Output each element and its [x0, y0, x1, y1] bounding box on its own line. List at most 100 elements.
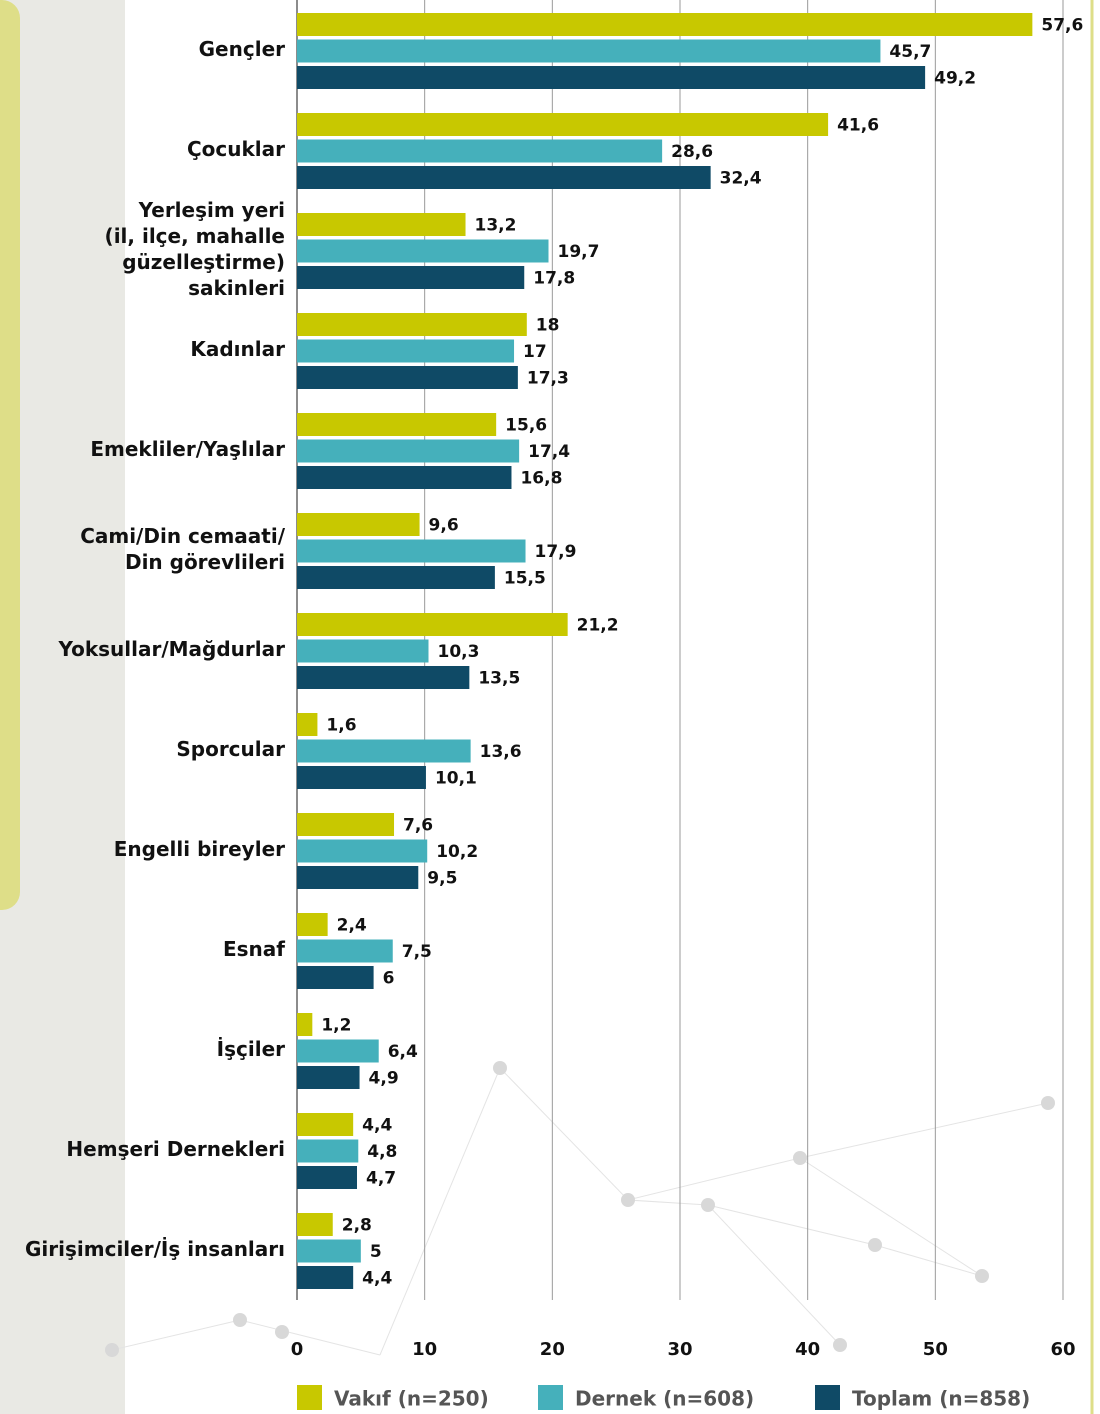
value-label: 45,7	[889, 42, 931, 62]
value-label: 2,4	[337, 916, 367, 936]
bar	[297, 1066, 360, 1089]
category-label: Emekliler/Yaşlılar	[0, 436, 285, 462]
bar	[297, 666, 469, 689]
x-tick-label: 40	[795, 1339, 820, 1360]
bar	[297, 566, 495, 589]
x-tick-label: 20	[540, 1339, 565, 1360]
value-label: 6,4	[388, 1042, 418, 1062]
bar	[297, 913, 328, 936]
bar	[297, 640, 428, 663]
value-label: 7,6	[403, 816, 433, 836]
bar	[297, 440, 519, 463]
bar	[297, 340, 514, 363]
value-label: 18	[536, 316, 560, 336]
value-label: 13,2	[475, 216, 517, 236]
bar	[297, 213, 466, 236]
x-tick-label: 50	[923, 1339, 948, 1360]
category-label: Yerleşim yeri (il, ilçe, mahalle güzelle…	[0, 197, 285, 301]
category-label: Çocuklar	[0, 136, 285, 162]
value-label: 17,4	[528, 442, 570, 462]
category-label: Yoksullar/Mağdurlar	[0, 636, 285, 662]
value-label: 1,6	[326, 716, 356, 736]
value-label: 2,8	[342, 1216, 372, 1236]
bar	[297, 40, 880, 63]
bar	[297, 66, 925, 89]
bar	[297, 240, 549, 263]
bar	[297, 613, 568, 636]
value-label: 17,3	[527, 369, 569, 389]
x-tick-label: 10	[412, 1339, 437, 1360]
value-label: 5	[370, 1242, 382, 1262]
bar	[297, 1040, 379, 1063]
bar	[297, 313, 527, 336]
value-label: 9,6	[429, 516, 459, 536]
bar	[297, 940, 393, 963]
legend-label: Dernek (n=608)	[575, 1387, 754, 1411]
category-label: Hemşeri Dernekleri	[0, 1136, 285, 1162]
bar	[297, 1140, 358, 1163]
value-label: 13,6	[480, 742, 522, 762]
network-dots	[105, 1061, 1055, 1357]
bar	[297, 466, 511, 489]
value-label: 4,4	[362, 1116, 392, 1136]
network-decoration	[112, 1068, 1048, 1355]
value-label: 57,6	[1041, 16, 1083, 36]
bar	[297, 1266, 353, 1289]
bar	[297, 113, 828, 136]
value-label: 4,9	[369, 1069, 399, 1089]
bar	[297, 366, 518, 389]
value-label: 17,8	[533, 269, 575, 289]
value-label: 32,4	[720, 169, 762, 189]
value-label: 1,2	[321, 1016, 351, 1036]
bar	[297, 413, 496, 436]
page: 010203040506057,645,749,241,628,632,413,…	[0, 0, 1100, 1414]
category-label: Sporcular	[0, 736, 285, 762]
value-label: 10,2	[436, 842, 478, 862]
value-label: 4,4	[362, 1269, 392, 1289]
category-label: Esnaf	[0, 936, 285, 962]
bar	[297, 740, 471, 763]
value-label: 7,5	[402, 942, 432, 962]
bar	[297, 1213, 333, 1236]
bar	[297, 166, 711, 189]
legend-label: Toplam (n=858)	[852, 1387, 1030, 1411]
x-tick-label: 60	[1050, 1339, 1075, 1360]
bar	[297, 1013, 312, 1036]
value-label: 19,7	[558, 242, 600, 262]
bar	[297, 1113, 353, 1136]
value-label: 15,6	[505, 416, 547, 436]
bar	[297, 713, 317, 736]
category-label: Cami/Din cemaati/ Din görevlileri	[0, 523, 285, 575]
value-label: 49,2	[934, 69, 976, 89]
value-label: 10,3	[437, 642, 479, 662]
value-label: 17,9	[535, 542, 577, 562]
bar	[297, 766, 426, 789]
category-label: Kadınlar	[0, 336, 285, 362]
legend-swatch	[538, 1385, 563, 1410]
value-label: 28,6	[671, 142, 713, 162]
bar	[297, 266, 524, 289]
legend-label: Vakıf (n=250)	[334, 1387, 489, 1411]
bar	[297, 140, 662, 163]
x-tick-label: 30	[667, 1339, 692, 1360]
value-label: 15,5	[504, 569, 546, 589]
value-label: 6	[383, 969, 395, 989]
bar	[297, 840, 427, 863]
x-tick-label: 0	[291, 1339, 304, 1360]
bar	[297, 813, 394, 836]
bar	[297, 1240, 361, 1263]
value-label: 41,6	[837, 116, 879, 136]
category-label: Gençler	[0, 36, 285, 62]
value-label: 4,8	[367, 1142, 397, 1162]
value-label: 21,2	[577, 616, 619, 636]
value-label: 10,1	[435, 769, 477, 789]
value-label: 13,5	[478, 669, 520, 689]
legend-swatch	[815, 1385, 840, 1410]
value-label: 16,8	[520, 469, 562, 489]
category-label: Girişimciler/İş insanları	[0, 1236, 285, 1262]
category-label: Engelli bireyler	[0, 836, 285, 862]
category-label: İşçiler	[0, 1036, 285, 1062]
bar	[297, 13, 1032, 36]
bar	[297, 540, 526, 563]
legend-swatch	[297, 1385, 322, 1410]
